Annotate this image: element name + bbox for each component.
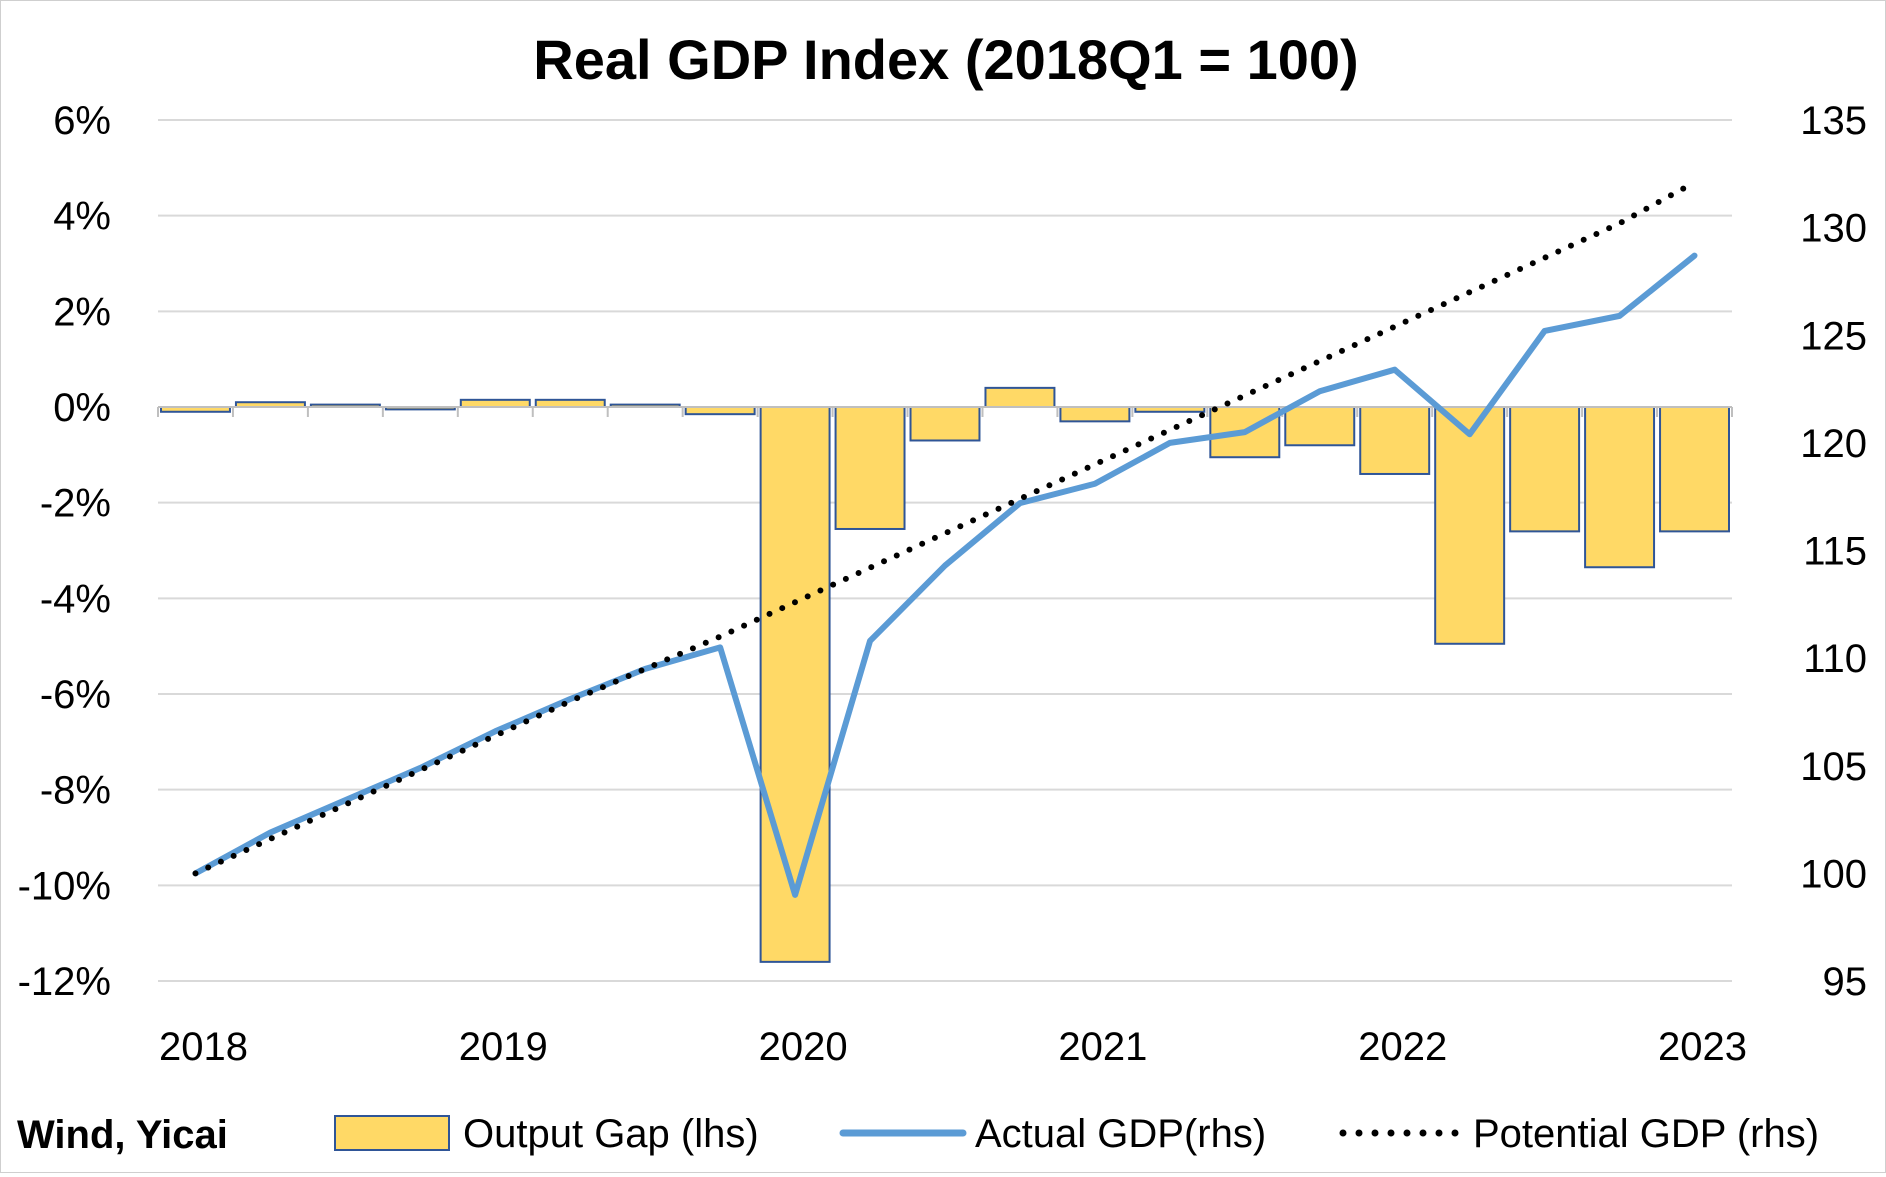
right-tick-label: 95 [1823,960,1868,1004]
left-tick-label: 0% [53,386,111,430]
output-gap-bar [1584,406,1656,569]
legend-label-output-gap: Output Gap (lhs) [463,1112,759,1156]
left-tick-label: -2% [40,482,111,526]
x-tick-label: 2020 [759,1025,848,1069]
x-tick-label: 2023 [1658,1025,1747,1069]
potential-gdp-line [192,179,1698,877]
legend: Output Gap (lhs) Actual GDP(rhs) Potential… [334,1112,1819,1156]
left-tick-label: -10% [18,864,111,908]
legend-label-potential-gdp: Potential GDP (rhs) [1473,1112,1819,1156]
zero-axis [157,406,1733,417]
right-axis-ticks: 135 130 125 120 115 110 105 100 95 [1800,99,1867,1004]
right-tick-label: 130 [1800,207,1867,251]
left-tick-label: -8% [40,769,111,813]
legend-label-actual-gdp: Actual GDP(rhs) [975,1112,1266,1156]
output-gap-bar [1434,406,1506,645]
left-tick-label: 4% [53,195,111,239]
x-tick-label: 2019 [459,1025,548,1069]
output-gap-bar [1509,406,1581,533]
left-tick-label: 6% [53,99,111,143]
output-gap-bar [984,386,1056,409]
actual-gdp-line [192,252,1698,898]
right-tick-label: 100 [1800,852,1867,896]
output-gap-bar [1059,406,1131,423]
right-tick-label: 135 [1800,99,1867,143]
x-axis-ticks: 2018 2019 2020 2021 2022 2023 [159,1025,1747,1069]
left-tick-label: 2% [53,290,111,334]
left-tick-label: -4% [40,577,111,621]
output-gap-bar [1284,406,1356,447]
output-gap-bar [459,398,531,409]
right-tick-label: 120 [1800,422,1867,466]
output-gap-bar [834,406,906,530]
right-tick-label: 105 [1800,745,1867,789]
output-gap-bar [684,406,756,416]
legend-swatch-output-gap [334,1115,450,1151]
gdp-lines [192,179,1698,898]
output-gap-bar [759,406,831,963]
right-tick-label: 125 [1800,314,1867,358]
output-gap-bar [534,398,606,409]
x-tick-label: 2018 [159,1025,248,1069]
chart-title: Real GDP Index (2018Q1 = 100) [533,28,1358,91]
left-tick-label: -12% [18,960,111,1004]
right-tick-label: 115 [1803,530,1867,574]
source-note: Wind, Yicai [17,1113,228,1157]
x-tick-label: 2022 [1358,1025,1447,1069]
right-tick-label: 110 [1803,637,1867,681]
output-gap-bar [909,406,981,442]
output-gap-bars [159,386,1731,963]
output-gap-bar [1359,406,1431,475]
left-tick-label: -6% [40,673,111,717]
left-axis-ticks: 6% 4% 2% 0% -2% -4% -6% -8% -10% -12% [18,99,111,1004]
x-tick-label: 2021 [1058,1025,1147,1069]
output-gap-bar [1659,406,1731,533]
